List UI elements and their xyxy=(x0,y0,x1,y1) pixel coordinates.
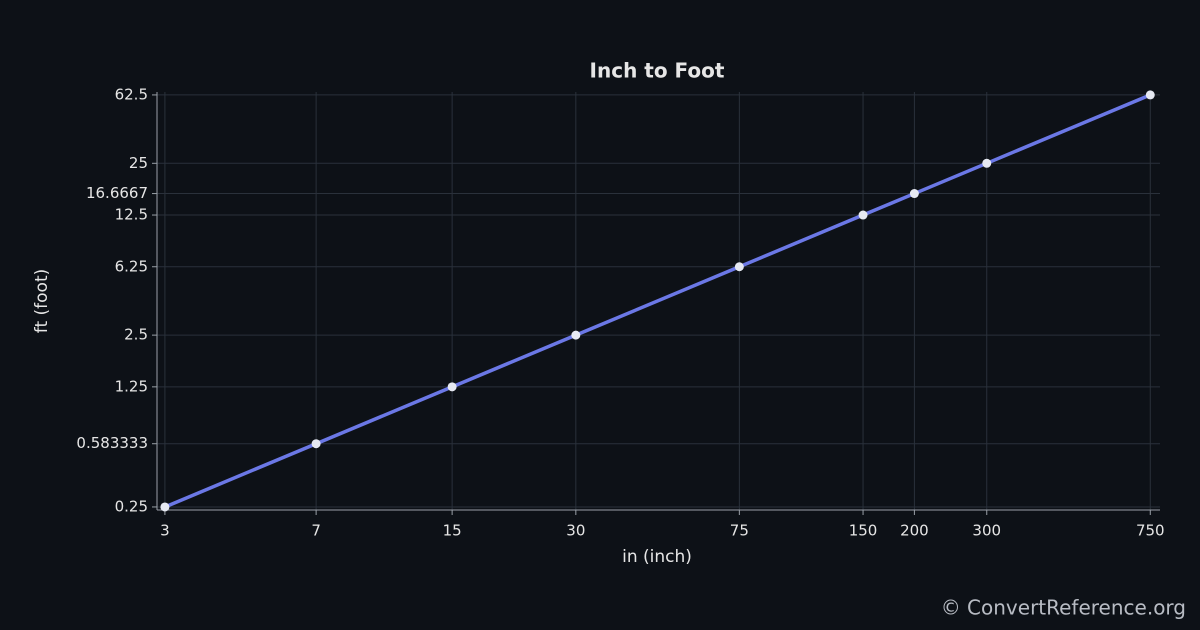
y-tick-label: 1.25 xyxy=(115,377,148,395)
data-point xyxy=(447,382,457,392)
y-tick-label: 16.6667 xyxy=(86,184,148,202)
data-point xyxy=(311,439,321,449)
chart-title: Inch to Foot xyxy=(590,59,725,83)
data-point xyxy=(571,330,581,340)
y-tick-label: 12.5 xyxy=(115,206,148,224)
x-tick-label: 30 xyxy=(566,522,585,540)
y-tick-label: 6.25 xyxy=(115,257,148,275)
watermark: © ConvertReference.org xyxy=(941,596,1186,620)
y-tick-label: 0.583333 xyxy=(76,434,148,452)
x-tick-label: 75 xyxy=(730,522,749,540)
y-axis-label: ft (foot) xyxy=(32,269,52,333)
data-point xyxy=(1145,90,1155,100)
x-tick-label: 200 xyxy=(900,522,929,540)
x-tick-label: 300 xyxy=(972,522,1001,540)
x-tick-label: 3 xyxy=(160,522,170,540)
data-point xyxy=(160,502,170,512)
y-tick-label: 25 xyxy=(129,154,148,172)
data-point xyxy=(982,158,992,168)
x-axis-label: in (inch) xyxy=(622,547,692,567)
x-tick-label: 150 xyxy=(849,522,878,540)
y-tick-label: 2.5 xyxy=(124,326,148,344)
x-tick-label: 15 xyxy=(443,522,462,540)
y-tick-label: 62.5 xyxy=(115,85,148,103)
x-tick-label: 750 xyxy=(1136,522,1165,540)
y-tick-label: 0.25 xyxy=(115,497,148,515)
x-tick-label: 7 xyxy=(311,522,321,540)
data-point xyxy=(734,262,744,272)
data-point xyxy=(909,189,919,199)
data-point xyxy=(858,210,868,220)
